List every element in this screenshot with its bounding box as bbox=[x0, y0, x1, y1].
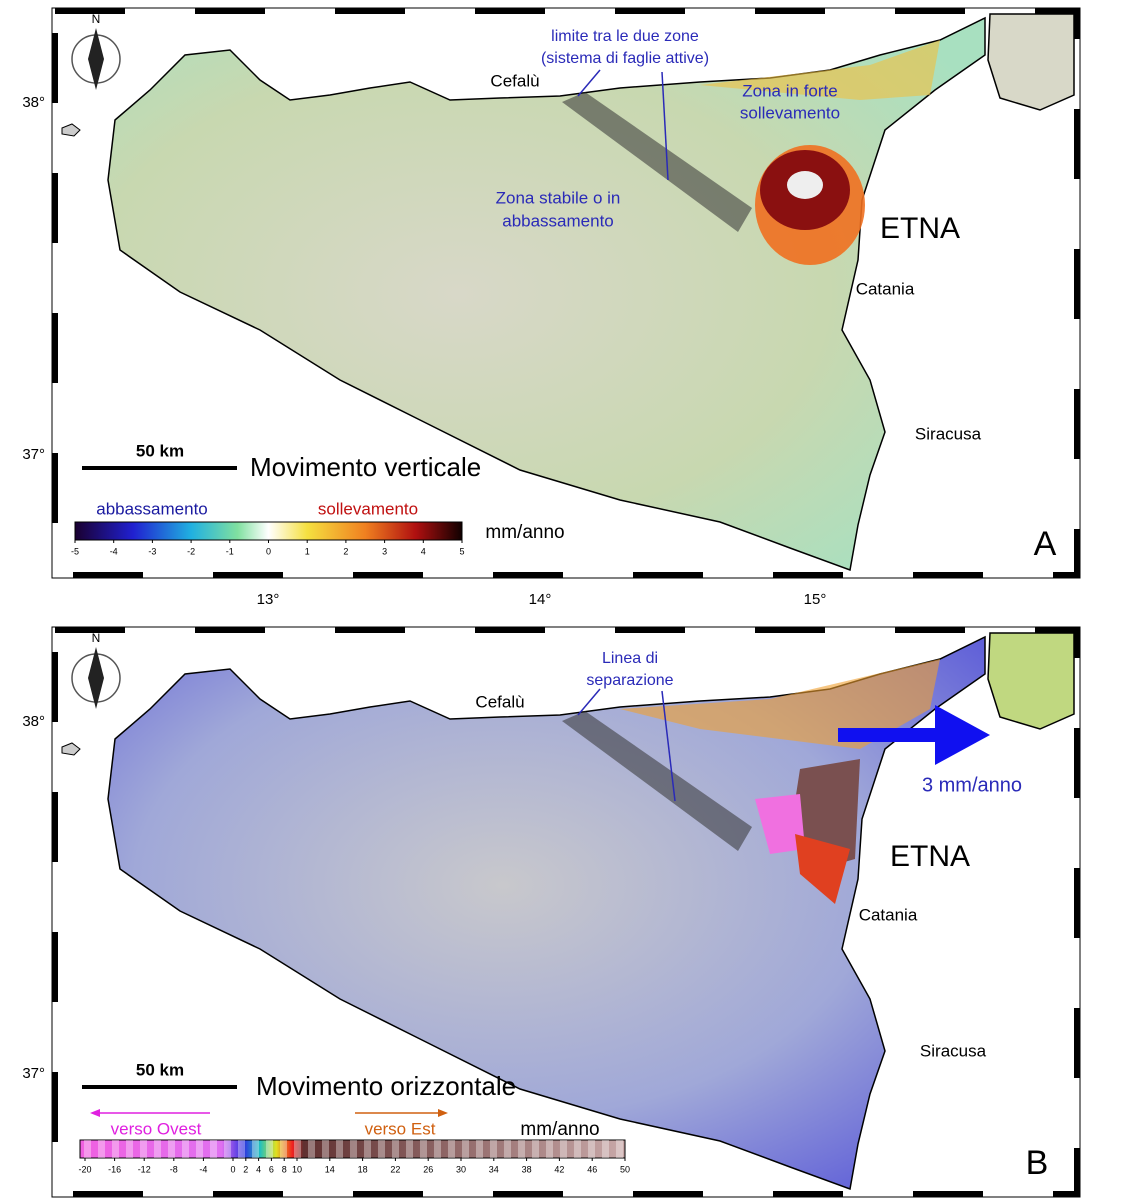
unit-label: mm/anno bbox=[485, 522, 564, 543]
colorbar-tick-label: -20 bbox=[78, 1164, 91, 1174]
fault-label: (sistema di faglie attive) bbox=[541, 50, 709, 67]
colorbar-tick-label: 3 bbox=[382, 546, 387, 556]
motion-arrow-shaft bbox=[838, 728, 938, 742]
scale-label: 50 km bbox=[136, 1060, 184, 1079]
lat-label: 38° bbox=[22, 713, 45, 730]
zone-label: Zona in forte bbox=[742, 81, 837, 100]
colorbar-tick-label: 22 bbox=[390, 1164, 400, 1174]
compass-needle bbox=[88, 28, 104, 90]
fault-pointer bbox=[577, 69, 601, 97]
colorbar-tick-label: -4 bbox=[110, 546, 118, 556]
colorbar-tick-label: 4 bbox=[421, 546, 426, 556]
etna-south bbox=[795, 834, 850, 904]
lon-label: 13° bbox=[257, 591, 280, 608]
colorbar-tick-label: 42 bbox=[554, 1164, 564, 1174]
colorbar-tick-label: 5 bbox=[459, 546, 464, 556]
colorbar-tick-label: -3 bbox=[148, 546, 156, 556]
calabria bbox=[987, 13, 1075, 111]
colorbar-tick-label: 8 bbox=[282, 1164, 287, 1174]
panel-letter: A bbox=[1034, 525, 1057, 563]
coast-north bbox=[620, 659, 940, 749]
legend-left: abbassamento bbox=[96, 499, 208, 518]
lat-label: 37° bbox=[22, 1065, 45, 1082]
north-label: N bbox=[92, 631, 101, 645]
zone-label: sollevamento bbox=[740, 103, 840, 122]
fault-zone bbox=[562, 711, 752, 851]
colorbar-tick-label: 46 bbox=[587, 1164, 597, 1174]
legend-right: verso Est bbox=[365, 1119, 436, 1138]
lon-label: 14° bbox=[529, 591, 552, 608]
colorbar-tick-label: 4 bbox=[256, 1164, 261, 1174]
map-border bbox=[52, 8, 1080, 578]
legend-left: verso Ovest bbox=[111, 1119, 202, 1138]
colorbar-tick-label: 0 bbox=[266, 546, 271, 556]
coast-uplift bbox=[700, 40, 940, 100]
colorbar-tick-label: 10 bbox=[292, 1164, 302, 1174]
colorbar-tick-label: 30 bbox=[456, 1164, 466, 1174]
legend-right: sollevamento bbox=[318, 499, 418, 518]
zone-label: abbassamento bbox=[502, 211, 614, 230]
colorbar-tick-label: 38 bbox=[522, 1164, 532, 1174]
longitude-labels: 13° 14° 15° bbox=[257, 591, 827, 608]
calabria bbox=[987, 632, 1075, 730]
fault-label: Linea di bbox=[602, 650, 658, 667]
fault-pointer bbox=[661, 690, 676, 802]
place-label: ETNA bbox=[880, 212, 960, 245]
colorbar-tick-label: -8 bbox=[170, 1164, 178, 1174]
fault-zone bbox=[562, 92, 752, 232]
lon-label: 15° bbox=[804, 591, 827, 608]
etna-west bbox=[755, 794, 805, 854]
zone-label: Zona stabile o in bbox=[496, 188, 621, 207]
east-arrow-head bbox=[438, 1109, 448, 1117]
place-label: ETNA bbox=[890, 840, 970, 873]
place-label: Siracusa bbox=[915, 424, 982, 443]
scale-label: 50 km bbox=[136, 441, 184, 460]
compass-needle bbox=[88, 647, 104, 709]
etna-summit bbox=[787, 171, 823, 199]
islands bbox=[61, 742, 81, 756]
unit-label: mm/anno bbox=[520, 1119, 599, 1140]
fault-label: limite tra le due zone bbox=[551, 28, 699, 45]
islands bbox=[61, 123, 81, 137]
map-border bbox=[52, 627, 1080, 1197]
colorbar-tick-label: 1 bbox=[305, 546, 310, 556]
colorbar-tick-label: 0 bbox=[230, 1164, 235, 1174]
fault-pointer bbox=[661, 71, 669, 181]
colorbar-tick-label: -16 bbox=[108, 1164, 121, 1174]
colorbar-tick-label: 50 bbox=[620, 1164, 630, 1174]
colorbar-tick-label: 18 bbox=[358, 1164, 368, 1174]
colorbar-tick-label: 6 bbox=[269, 1164, 274, 1174]
panel-b: N Linea di separazione Cefalù ETNA Catania Sir… bbox=[22, 626, 1081, 1198]
panel-letter: B bbox=[1026, 1144, 1049, 1182]
colorbar-tick-label: 2 bbox=[243, 1164, 248, 1174]
colorbar-tick-label: 14 bbox=[325, 1164, 335, 1174]
colorbar-tick-label: -5 bbox=[71, 546, 79, 556]
place-label: Catania bbox=[859, 905, 918, 924]
colorbar-stripes bbox=[80, 1140, 625, 1158]
place-label: Catania bbox=[856, 279, 915, 298]
lat-label: 37° bbox=[22, 446, 45, 463]
north-label: N bbox=[92, 12, 101, 26]
colorbar-tick-label: 2 bbox=[343, 546, 348, 556]
arrow-label: 3 mm/anno bbox=[922, 774, 1022, 796]
colorbar-tick-label: 26 bbox=[423, 1164, 433, 1174]
lat-label: 38° bbox=[22, 94, 45, 111]
colorbar bbox=[74, 521, 463, 541]
colorbar-tick-label: 34 bbox=[489, 1164, 499, 1174]
place-label: Cefalù bbox=[475, 692, 524, 711]
west-arrow-head bbox=[90, 1109, 100, 1117]
colorbar-tick-label: -2 bbox=[187, 546, 195, 556]
colorbar-tick-label: -4 bbox=[199, 1164, 207, 1174]
colorbar-tick-label: -1 bbox=[226, 546, 234, 556]
panel-title: Movimento verticale bbox=[250, 452, 481, 482]
fault-pointer bbox=[577, 688, 601, 716]
fault-label: separazione bbox=[586, 672, 673, 689]
panel-title: Movimento orizzontale bbox=[256, 1071, 516, 1101]
motion-arrow-head bbox=[935, 705, 990, 765]
colorbar-tick-label: -12 bbox=[138, 1164, 151, 1174]
place-label: Cefalù bbox=[490, 71, 539, 90]
place-label: Siracusa bbox=[920, 1041, 987, 1060]
